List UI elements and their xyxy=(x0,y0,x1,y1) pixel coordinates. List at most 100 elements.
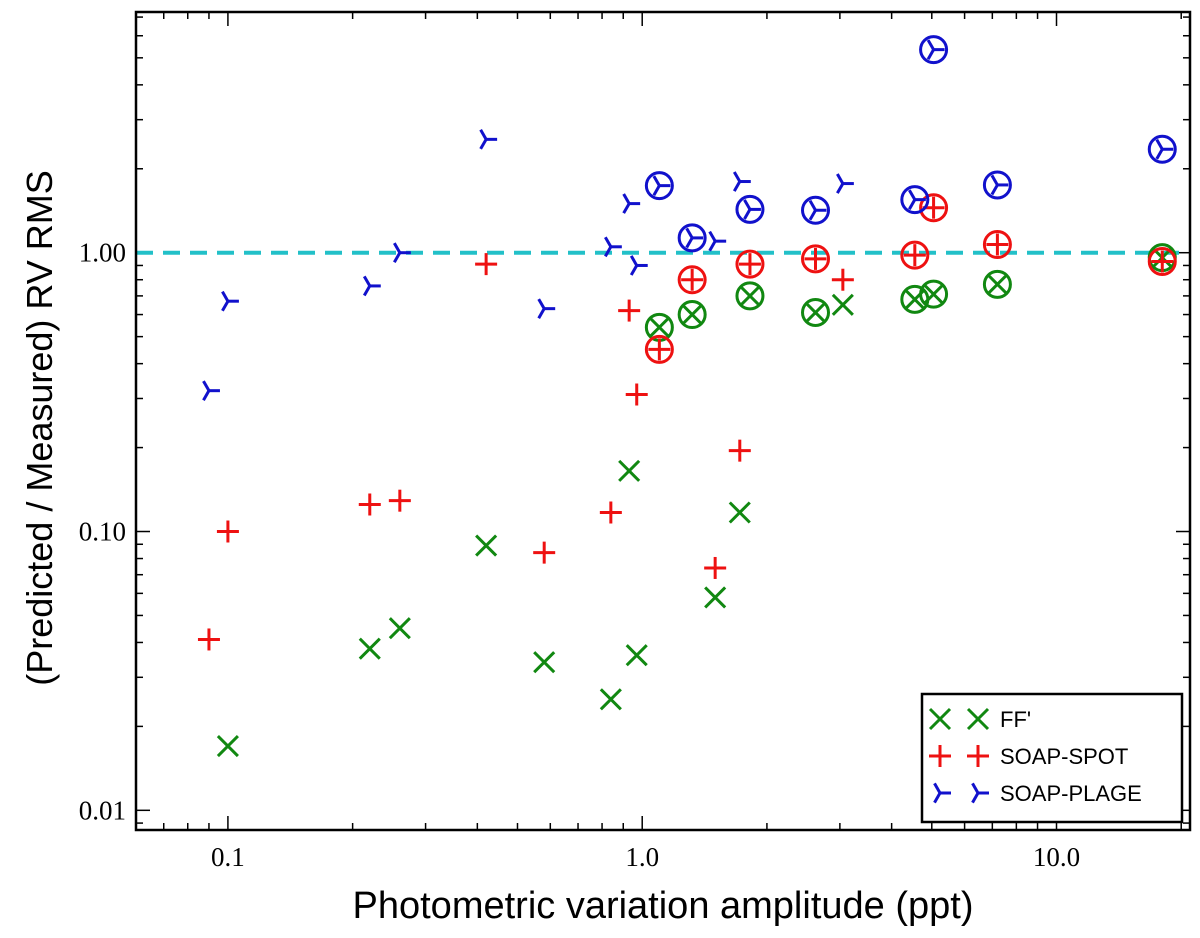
highlight-circle xyxy=(900,185,930,215)
legend-label: SOAP-SPOT xyxy=(1000,744,1128,769)
highlight-circle xyxy=(735,194,765,224)
y-axis-label: (Predicted / Measured) RV RMS xyxy=(19,170,60,686)
legend-label: FF' xyxy=(1000,707,1031,732)
data-point xyxy=(677,265,707,295)
data-point xyxy=(919,279,949,309)
data-point xyxy=(202,380,220,401)
major-ticks xyxy=(136,12,1190,830)
data-point xyxy=(599,688,622,711)
data-point xyxy=(677,223,707,253)
legend-marker xyxy=(967,745,989,767)
data-point xyxy=(537,298,556,319)
data-point xyxy=(622,193,641,214)
data-point xyxy=(732,171,751,192)
highlight-circle xyxy=(919,35,949,65)
series-soap-spot xyxy=(197,193,1177,651)
y-tick-label: 1.00 xyxy=(79,238,126,268)
data-point xyxy=(900,185,930,215)
highlight-circle xyxy=(919,193,949,223)
data-point xyxy=(216,735,239,758)
highlight-circle xyxy=(900,240,930,270)
highlight-circle xyxy=(801,298,831,328)
highlight-circle xyxy=(801,195,831,225)
data-point xyxy=(479,129,498,150)
legend-marker xyxy=(971,782,989,804)
legend-entry: SOAP-PLAGE xyxy=(933,781,1142,806)
data-point xyxy=(982,170,1012,200)
highlight-circle xyxy=(982,230,1012,260)
highlight-circle xyxy=(1147,246,1177,276)
data-point xyxy=(618,459,641,482)
legend-entry: FF' xyxy=(928,707,1031,732)
legend: FF' SOAP-SPOT SOAP-PLAGE xyxy=(920,692,1184,824)
x-axis-label: Photometric variation amplitude (ppt) xyxy=(353,885,974,927)
data-point xyxy=(728,501,751,524)
series-soap-plage xyxy=(202,35,1177,401)
data-point xyxy=(625,383,648,406)
plot-frame xyxy=(134,10,1192,832)
legend-marker xyxy=(966,707,990,731)
data-point xyxy=(644,334,674,364)
highlight-circle xyxy=(1147,134,1177,164)
data-point xyxy=(388,489,411,512)
x-tick-label: 1.0 xyxy=(625,842,659,872)
data-point xyxy=(735,249,765,279)
highlight-circle xyxy=(735,249,765,279)
y-tick-labels: 0.01 0.10 1.00 xyxy=(79,238,126,826)
data-point xyxy=(1147,134,1177,164)
data-point xyxy=(393,242,411,264)
data-point xyxy=(801,298,831,328)
data-point xyxy=(704,586,727,609)
data-point xyxy=(836,173,854,194)
y-tick-label: 0.01 xyxy=(79,795,126,825)
data-point xyxy=(629,255,648,276)
data-point xyxy=(801,195,831,225)
highlight-circle xyxy=(919,279,949,309)
data-point xyxy=(358,493,381,516)
data-point xyxy=(358,637,381,660)
x-tick-label: 0.1 xyxy=(211,842,245,872)
data-point xyxy=(644,171,674,201)
data-point xyxy=(362,275,381,297)
data-point xyxy=(599,501,622,524)
data-point xyxy=(982,269,1012,299)
data-point xyxy=(708,230,727,252)
data-point xyxy=(618,299,641,322)
data-point xyxy=(831,268,854,291)
data-point xyxy=(801,244,831,274)
legend-marker xyxy=(928,707,952,731)
data-point xyxy=(475,534,498,557)
data-point xyxy=(475,253,498,276)
data-point xyxy=(625,644,648,667)
highlight-circle xyxy=(677,265,707,295)
y-tick-label: 0.10 xyxy=(79,517,126,547)
highlight-circle xyxy=(677,223,707,253)
legend-entries: FF' SOAP-SPOT SOAP-PLAGE xyxy=(928,707,1142,806)
data-point xyxy=(1147,246,1177,276)
legend-marker xyxy=(933,782,951,804)
highlight-circle xyxy=(644,334,674,364)
highlight-circle xyxy=(801,244,831,274)
data-point xyxy=(677,300,707,330)
data-point xyxy=(533,651,556,674)
highlight-circle xyxy=(982,170,1012,200)
x-tick-label: 10.0 xyxy=(1033,842,1080,872)
data-point xyxy=(197,628,220,651)
series-ff- xyxy=(216,243,1177,758)
data-point xyxy=(831,293,854,316)
data-point xyxy=(982,230,1012,260)
legend-marker xyxy=(929,745,951,767)
legend-label: SOAP-PLAGE xyxy=(1000,781,1142,806)
highlight-circle xyxy=(982,269,1012,299)
data-point xyxy=(728,439,751,462)
data-point xyxy=(604,236,622,258)
legend-box xyxy=(920,692,1184,824)
data-point xyxy=(919,35,949,65)
data-point xyxy=(704,556,727,579)
data-point xyxy=(388,617,411,640)
data-point xyxy=(735,194,765,224)
highlight-circle xyxy=(735,281,765,311)
data-point xyxy=(533,541,556,564)
data-point xyxy=(735,281,765,311)
